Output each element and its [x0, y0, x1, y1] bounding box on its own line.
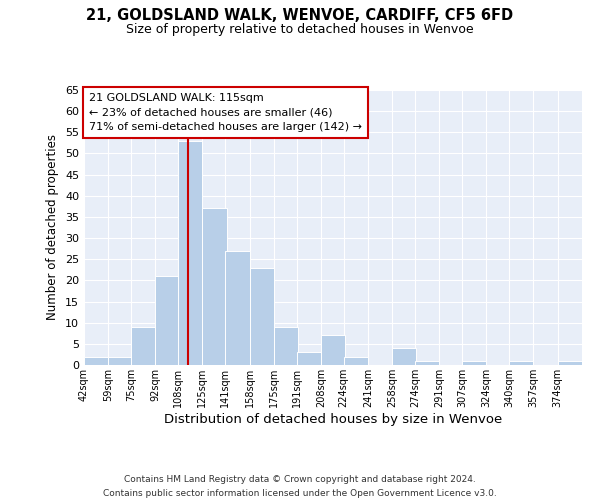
Text: Distribution of detached houses by size in Wenvoe: Distribution of detached houses by size … [164, 412, 502, 426]
Bar [84, 356, 108, 365]
Bar [321, 336, 345, 365]
Bar [296, 352, 321, 365]
Bar [202, 208, 227, 365]
Text: Size of property relative to detached houses in Wenvoe: Size of property relative to detached ho… [126, 22, 474, 36]
Bar [462, 361, 487, 365]
Bar [250, 268, 274, 365]
Text: 21 GOLDSLAND WALK: 115sqm
← 23% of detached houses are smaller (46)
71% of semi-: 21 GOLDSLAND WALK: 115sqm ← 23% of detac… [89, 92, 362, 132]
Bar [155, 276, 179, 365]
Bar [344, 356, 368, 365]
Y-axis label: Number of detached properties: Number of detached properties [46, 134, 59, 320]
Bar [392, 348, 416, 365]
Text: Contains HM Land Registry data © Crown copyright and database right 2024.
Contai: Contains HM Land Registry data © Crown c… [103, 476, 497, 498]
Text: 21, GOLDSLAND WALK, WENVOE, CARDIFF, CF5 6FD: 21, GOLDSLAND WALK, WENVOE, CARDIFF, CF5… [86, 8, 514, 22]
Bar [225, 251, 250, 365]
Bar [415, 361, 439, 365]
Bar [509, 361, 533, 365]
Bar [274, 327, 298, 365]
Bar [108, 356, 133, 365]
Bar [131, 327, 155, 365]
Bar [178, 141, 202, 365]
Bar [558, 361, 582, 365]
